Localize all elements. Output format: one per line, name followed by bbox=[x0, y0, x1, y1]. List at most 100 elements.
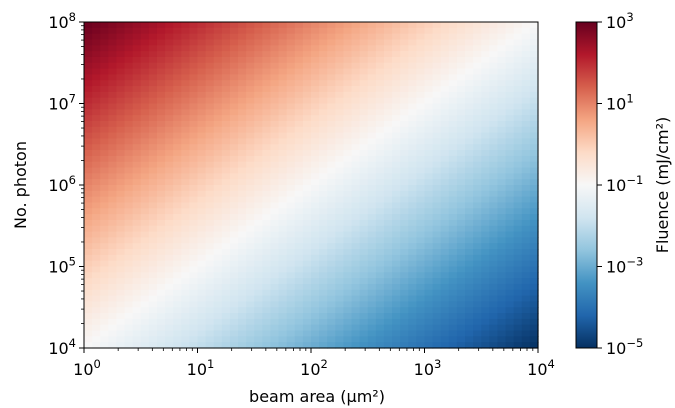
heatmap-cell bbox=[424, 219, 434, 227]
heatmap-cell bbox=[505, 109, 515, 116]
heatmap-cell bbox=[238, 56, 247, 64]
heatmap-cell bbox=[392, 33, 401, 41]
heatmap-cell bbox=[392, 249, 401, 256]
heatmap-cell bbox=[432, 126, 442, 134]
heatmap-cell bbox=[173, 313, 182, 320]
heatmap-cell bbox=[521, 283, 531, 291]
heatmap-cell bbox=[100, 22, 109, 29]
heatmap-cell bbox=[100, 324, 109, 332]
heatmap-cell bbox=[367, 27, 377, 35]
heatmap-cell bbox=[489, 260, 499, 268]
heatmap-cell bbox=[254, 144, 263, 151]
heatmap-cell bbox=[448, 219, 458, 227]
heatmap-cell bbox=[213, 173, 223, 180]
heatmap-cell bbox=[132, 39, 142, 46]
heatmap-cell bbox=[270, 324, 280, 332]
heatmap-cell bbox=[473, 22, 482, 29]
heatmap-cell bbox=[343, 214, 353, 221]
heatmap-cell bbox=[132, 208, 142, 215]
heatmap-cell bbox=[205, 56, 215, 64]
heatmap-cell bbox=[213, 97, 223, 105]
heatmap-cell bbox=[497, 97, 507, 105]
colorbar-tick-label: 10−3 bbox=[606, 255, 643, 277]
heatmap-cell bbox=[497, 132, 507, 140]
heatmap-cell bbox=[270, 190, 280, 198]
heatmap-cell bbox=[327, 289, 336, 297]
heatmap-cell bbox=[92, 301, 101, 308]
heatmap-cell bbox=[481, 179, 490, 186]
heatmap-cell bbox=[424, 225, 434, 233]
heatmap-cell bbox=[319, 22, 328, 29]
heatmap-cell bbox=[383, 51, 393, 58]
heatmap-cell bbox=[173, 243, 182, 250]
heatmap-cell bbox=[497, 208, 507, 215]
heatmap-cell bbox=[383, 27, 393, 35]
heatmap-cell bbox=[254, 91, 263, 99]
heatmap-cell bbox=[270, 336, 280, 343]
heatmap-cell bbox=[205, 243, 215, 250]
heatmap-cell bbox=[359, 272, 369, 279]
heatmap-cell bbox=[302, 45, 312, 52]
heatmap-cell bbox=[416, 342, 426, 349]
heatmap-cell bbox=[351, 266, 361, 273]
heatmap-cell bbox=[424, 97, 434, 105]
heatmap-cell bbox=[165, 109, 174, 116]
heatmap-cell bbox=[489, 324, 499, 332]
heatmap-cell bbox=[521, 51, 531, 58]
heatmap-cell bbox=[383, 97, 393, 105]
heatmap-cell bbox=[481, 289, 490, 297]
heatmap-cell bbox=[213, 62, 223, 70]
heatmap-cell bbox=[473, 161, 482, 169]
heatmap-cell bbox=[489, 289, 499, 297]
heatmap-cell bbox=[246, 161, 255, 169]
heatmap-cell bbox=[473, 237, 482, 244]
heatmap-cell bbox=[286, 208, 296, 215]
heatmap-cell bbox=[529, 283, 539, 291]
heatmap-cell bbox=[497, 190, 507, 198]
heatmap-cell bbox=[116, 80, 126, 87]
heatmap-cell bbox=[505, 185, 515, 192]
heatmap-cell bbox=[375, 266, 385, 273]
heatmap-cell bbox=[238, 161, 247, 169]
heatmap-cell bbox=[108, 109, 118, 116]
heatmap-cell bbox=[351, 237, 361, 244]
heatmap-cell bbox=[302, 179, 312, 186]
heatmap-cell bbox=[448, 342, 458, 349]
heatmap-cell bbox=[481, 225, 490, 233]
heatmap-cell bbox=[108, 196, 118, 204]
heatmap-cell bbox=[335, 51, 345, 58]
heatmap-cell bbox=[440, 313, 450, 320]
heatmap-cell bbox=[221, 342, 231, 349]
heatmap-cell bbox=[156, 51, 166, 58]
heatmap-cell bbox=[156, 33, 166, 41]
heatmap-cell bbox=[529, 202, 539, 209]
heatmap-cell bbox=[205, 313, 215, 320]
heatmap-cell bbox=[465, 120, 474, 128]
heatmap-cell bbox=[108, 126, 118, 134]
heatmap-cell bbox=[148, 185, 158, 192]
heatmap-cell bbox=[116, 185, 126, 192]
heatmap-cell bbox=[278, 249, 288, 256]
heatmap-cell bbox=[448, 237, 458, 244]
heatmap-cell bbox=[254, 219, 263, 227]
heatmap-cell bbox=[489, 68, 499, 75]
heatmap-cell bbox=[383, 155, 393, 163]
heatmap-cell bbox=[473, 295, 482, 303]
heatmap-cell bbox=[489, 91, 499, 99]
heatmap-cell bbox=[440, 173, 450, 180]
heatmap-cell bbox=[513, 260, 523, 268]
heatmap-cell bbox=[148, 324, 158, 332]
heatmap-cell bbox=[424, 126, 434, 134]
heatmap-cell bbox=[173, 138, 182, 145]
heatmap-cell bbox=[246, 39, 255, 46]
heatmap-cell bbox=[456, 295, 466, 303]
heatmap-cell bbox=[416, 109, 426, 116]
heatmap-cell bbox=[529, 208, 539, 215]
heatmap-cell bbox=[359, 196, 369, 204]
heatmap-cell bbox=[335, 132, 345, 140]
heatmap-cell bbox=[213, 266, 223, 273]
heatmap-cell bbox=[181, 249, 190, 256]
heatmap-cell bbox=[116, 155, 126, 163]
heatmap-cell bbox=[181, 266, 190, 273]
heatmap-cell bbox=[448, 313, 458, 320]
